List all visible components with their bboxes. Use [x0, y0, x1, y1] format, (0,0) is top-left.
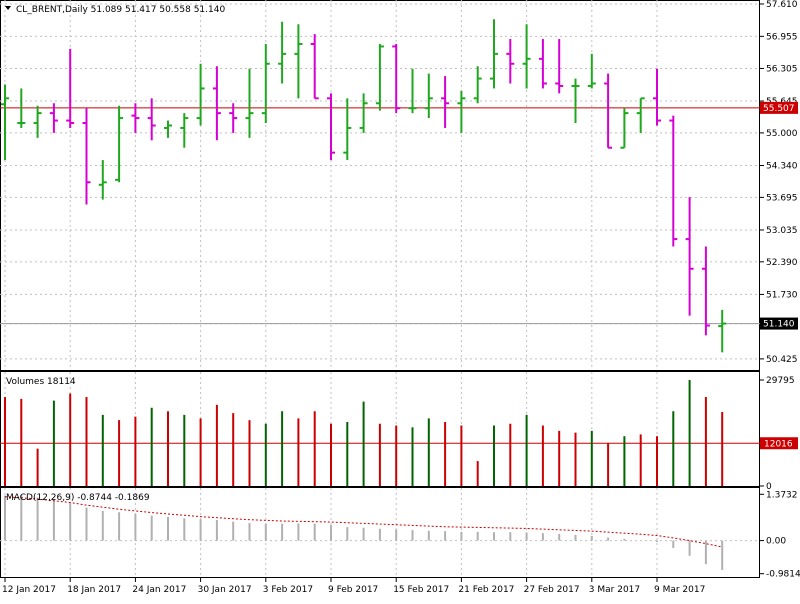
symbol-header: CL_BRENT,Daily 51.089 51.417 50.558 51.1…: [5, 5, 225, 15]
ohlc-bar: [653, 68, 661, 126]
ohlc-bar: [278, 21, 287, 84]
price-tick-label: 50.425: [766, 355, 798, 365]
ohlc-bar: [718, 309, 727, 353]
price-tick-label: 55.000: [766, 129, 798, 139]
price-panel-frame: [0, 0, 760, 371]
current-price-label: 55.507: [763, 104, 795, 114]
time-axis: 12 Jan 2017 18 Jan 2017 24 Jan 2017 30 Jan …: [2, 578, 705, 595]
ohlc-bar: [147, 98, 156, 141]
volume-tick-label: 0: [766, 482, 772, 492]
price-tick-label: 53.035: [766, 226, 798, 236]
time-tick-label: 3 Mar 2017: [589, 585, 640, 595]
ohlc-bar: [115, 105, 124, 183]
volume-panel: 29795 0 12016 Volumes 18114: [0, 371, 798, 492]
macd-title: MACD(12,26,9) -0.8744 -0.1869: [6, 493, 150, 503]
ohlc-bar: [392, 43, 401, 114]
ohlc-bar: [294, 24, 303, 99]
ohlc-bar: [359, 93, 368, 133]
ohlc-bar: [164, 120, 172, 138]
symbol-info: CL_BRENT,Daily 51.089 51.417 50.558 51.1…: [16, 5, 225, 15]
price-panel: 57.61056.95556.30555.64555.00054.34053.6…: [0, 0, 798, 371]
volume-level-box: [760, 437, 798, 450]
ohlc-bar: [310, 34, 319, 100]
ohlc-bar: [408, 68, 417, 114]
time-tick-label: 12 Jan 2017: [2, 585, 56, 595]
price-axis: 57.61056.95556.30555.64555.00054.34053.6…: [760, 0, 798, 365]
ohlc-bar: [441, 76, 450, 128]
ohlc-bar: [1, 84, 9, 161]
ohlc-bar: [604, 73, 613, 149]
ohlc-bar: [327, 93, 335, 161]
price-tick-label: 56.305: [766, 64, 798, 74]
ohlc-bar: [506, 39, 515, 84]
time-tick-label: 21 Feb 2017: [458, 585, 514, 595]
ohlc-bar: [424, 73, 433, 119]
ohlc-bar: [538, 39, 547, 89]
volume-panel-frame: [0, 371, 760, 487]
price-tick-label: 52.390: [766, 258, 798, 268]
ohlc-bar: [33, 105, 42, 138]
time-tick-label: 27 Feb 2017: [524, 585, 580, 595]
time-tick-label: 3 Feb 2017: [263, 585, 313, 595]
time-tick-label: 9 Feb 2017: [328, 585, 378, 595]
ohlc-bar: [49, 103, 58, 133]
time-tick-label: 18 Jan 2017: [67, 585, 121, 595]
ohlc-bar: [196, 63, 205, 126]
time-tick-label: 30 Jan 2017: [198, 585, 252, 595]
ohlc-bar: [620, 108, 629, 149]
price-tick-label: 51.730: [766, 290, 798, 300]
price-tick-label: 54.340: [766, 162, 798, 172]
price-tick-label: 57.610: [766, 0, 798, 10]
ohlc-bar: [457, 90, 466, 133]
ohlc-bar: [375, 43, 384, 111]
ohlc-bar: [229, 103, 238, 133]
time-tick-label: 15 Feb 2017: [393, 585, 449, 595]
ohlc-bar: [555, 39, 564, 94]
ohlc-bar: [180, 113, 189, 148]
ohlc-bars: [1, 19, 727, 353]
triangle-down-icon[interactable]: [5, 6, 11, 10]
ohlc-bar: [66, 48, 75, 128]
ohlc-bar: [212, 66, 221, 141]
ohlc-bar: [98, 160, 107, 200]
ohlc-bar: [701, 246, 710, 336]
ohlc-bar: [473, 66, 482, 104]
macd-tick-label: 0.00: [766, 537, 786, 547]
last-price-label: 51.140: [763, 320, 795, 330]
ohlc-bar: [669, 115, 678, 247]
price-tick-label: 56.955: [766, 32, 798, 42]
macd-axis: 1.3732 0.00 -0.9814: [760, 490, 800, 580]
time-tick-label: 9 Mar 2017: [654, 585, 705, 595]
ohlc-bar: [636, 97, 645, 133]
ohlc-bar: [571, 78, 580, 124]
macd-signal-line: [4, 496, 723, 548]
ohlc-bar: [490, 19, 498, 89]
macd-tick-label: 1.3732: [766, 490, 798, 500]
ohlc-bar: [587, 53, 596, 89]
volume-level-label: 12016: [764, 439, 793, 449]
macd-histogram: [4, 495, 724, 570]
ohlc-bar: [685, 197, 694, 316]
volume-bars: [4, 380, 724, 486]
ohlc-bar: [522, 24, 531, 89]
ohlc-bar: [245, 68, 254, 138]
ohlc-bar: [17, 88, 26, 128]
macd-panel-frame: [0, 487, 760, 578]
ohlc-bar: [131, 103, 140, 133]
ohlc-bar: [261, 43, 270, 124]
volume-title: Volumes 18114: [6, 377, 76, 387]
ohlc-bar: [343, 98, 352, 161]
current-price-box: [760, 101, 798, 114]
macd-panel: 1.3732 0.00 -0.9814 MACD(12,26,9) -0.8744 …: [0, 487, 800, 580]
volume-tick-label: 29795: [766, 376, 795, 386]
ohlc-bar: [82, 108, 91, 205]
macd-tick-label: -0.9814: [766, 570, 800, 580]
price-tick-label: 53.695: [766, 193, 798, 203]
last-price-box: [760, 317, 798, 330]
volume-axis: 29795 0 12016: [760, 376, 798, 492]
time-tick-label: 24 Jan 2017: [132, 585, 186, 595]
